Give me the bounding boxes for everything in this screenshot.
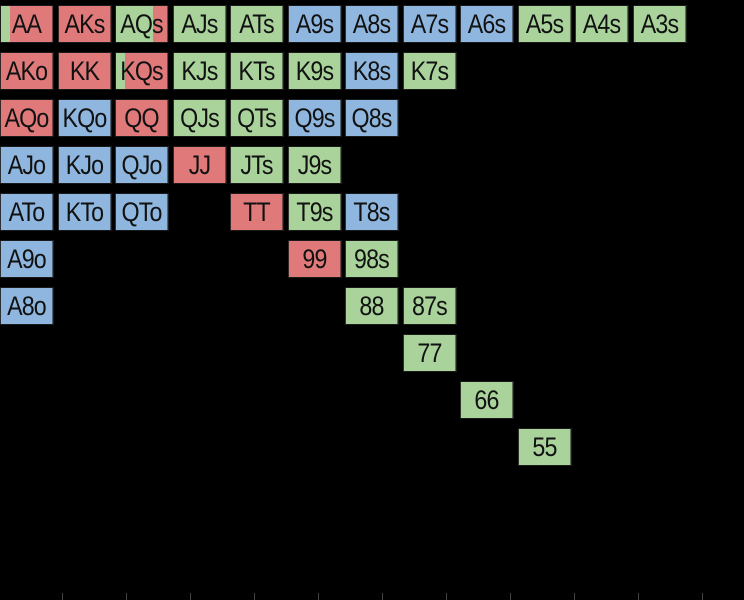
hand-cell: A9o <box>0 240 53 278</box>
hand-cell: K7s <box>402 52 456 90</box>
hand-cell: 88 <box>345 287 398 325</box>
axis-tick <box>574 593 575 600</box>
hand-cell: KTs <box>230 52 283 90</box>
axis-tick <box>446 593 447 600</box>
hand-cell: KK <box>57 52 111 90</box>
hand-cell: KJs <box>172 52 226 90</box>
hand-cell: AKs <box>57 5 111 43</box>
hand-cell: 66 <box>460 381 513 419</box>
hand-cell: AJs <box>172 5 226 43</box>
hand-cell: ATs <box>230 5 283 43</box>
hand-cell: A8o <box>0 287 53 325</box>
hand-cell: QTo <box>115 193 168 231</box>
hand-cell: A6s <box>460 5 513 43</box>
hand-cell: K9s <box>287 52 341 90</box>
hand-cell: AJo <box>0 146 53 184</box>
axis-tick <box>254 593 255 600</box>
axis-tick <box>702 593 703 600</box>
hand-cell: A3s <box>632 5 686 43</box>
hand-cell: A9s <box>287 5 341 43</box>
axis-tick <box>382 593 383 600</box>
hand-cell: 87s <box>402 287 456 325</box>
hand-cell: Q8s <box>345 99 398 137</box>
hand-cell: 99 <box>287 240 341 278</box>
hand-cell: A5s <box>517 5 571 43</box>
hand-cell: T8s <box>345 193 398 231</box>
axis-tick <box>318 593 319 600</box>
hand-cell: ATo <box>0 193 53 231</box>
hand-cell: KQo <box>57 99 111 137</box>
hand-cell: K8s <box>345 52 398 90</box>
hand-cell: 55 <box>517 428 571 466</box>
hand-cell: 98s <box>345 240 398 278</box>
hand-cell: JJ <box>172 146 226 184</box>
hand-cell: AQs <box>115 5 168 43</box>
hand-cell: QJo <box>115 146 168 184</box>
bottom-axis-ticks <box>0 593 744 600</box>
hand-cell: JTs <box>230 146 283 184</box>
hand-cell: QQ <box>115 99 168 137</box>
hand-cell: KJo <box>57 146 111 184</box>
axis-tick <box>510 593 511 600</box>
hand-cell: 77 <box>402 334 456 372</box>
axis-tick <box>62 593 63 600</box>
hand-cell: QJs <box>172 99 226 137</box>
hand-cell: QTs <box>230 99 283 137</box>
hand-cell: Q9s <box>287 99 341 137</box>
hand-cell: TT <box>230 193 283 231</box>
hand-cell: AQo <box>0 99 53 137</box>
hand-cell: A8s <box>345 5 398 43</box>
hand-cell: A7s <box>402 5 456 43</box>
hand-cell: AKo <box>0 52 53 90</box>
hand-cell: A4s <box>575 5 628 43</box>
hand-cell: T9s <box>287 193 341 231</box>
hand-cell: KTo <box>57 193 111 231</box>
hand-cell: AA <box>0 5 53 43</box>
hand-cell: KQs <box>115 52 168 90</box>
hand-cell: J9s <box>287 146 341 184</box>
axis-tick <box>190 593 191 600</box>
axis-tick <box>638 593 639 600</box>
axis-tick <box>126 593 127 600</box>
